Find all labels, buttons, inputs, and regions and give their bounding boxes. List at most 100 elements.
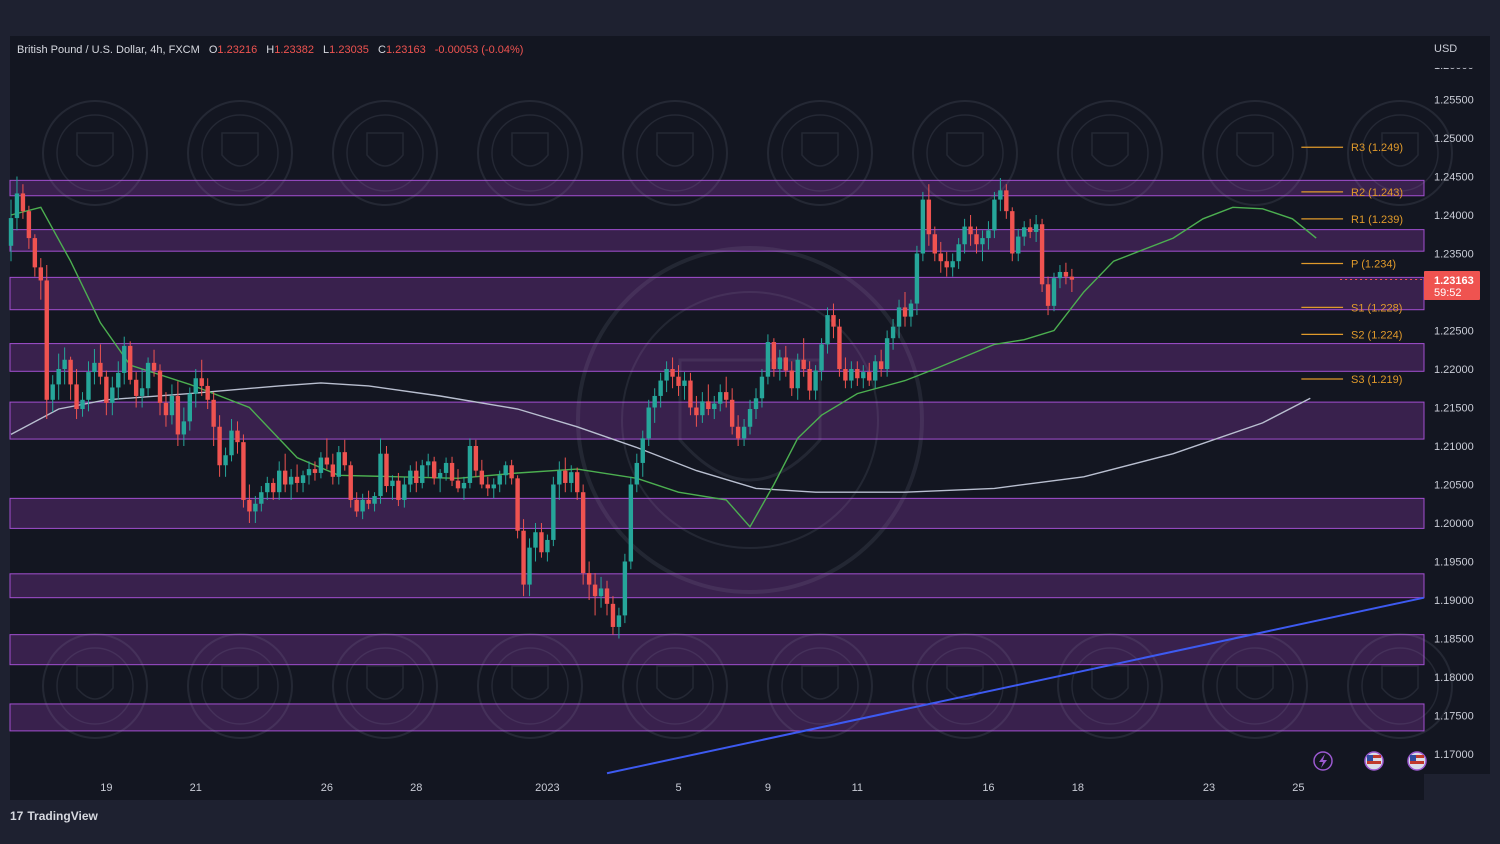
watermark-seal-icon <box>1347 633 1453 739</box>
candle <box>658 372 663 408</box>
candle <box>86 361 91 412</box>
price-tick-label: 1.20000 <box>1434 518 1474 530</box>
candle <box>92 348 97 385</box>
candle <box>265 476 270 500</box>
price-tick-label: 1.20500 <box>1434 480 1474 492</box>
candle <box>1027 218 1033 239</box>
candle <box>795 353 800 400</box>
candle <box>849 361 854 389</box>
candle <box>324 438 330 470</box>
candle <box>592 573 598 616</box>
tradingview-brand[interactable]: 17 TradingView <box>10 809 98 823</box>
close-value: 1.23163 <box>386 44 426 56</box>
candle <box>133 372 139 408</box>
candle <box>378 438 383 504</box>
price-tick-label: 1.18000 <box>1434 672 1474 684</box>
candle <box>56 353 61 400</box>
zone-band <box>9 229 1425 252</box>
uk-flag-event-icon[interactable] <box>1407 751 1427 771</box>
candle <box>932 226 937 262</box>
time-axis-background[interactable] <box>10 774 1424 800</box>
candle <box>1016 228 1021 262</box>
price-axis-background[interactable] <box>1424 36 1490 774</box>
candle <box>646 399 651 446</box>
low-value: 1.23035 <box>329 44 369 56</box>
last-price-tag[interactable]: 1.23163 59:52 <box>1424 271 1480 300</box>
candle <box>789 361 794 396</box>
candle <box>145 357 151 396</box>
zone-band <box>9 703 1425 732</box>
watermark-seal-icon <box>1202 100 1308 206</box>
candle <box>217 415 222 477</box>
candle <box>26 205 32 249</box>
candle <box>652 388 657 423</box>
us-flag-event-icon[interactable] <box>1364 751 1384 771</box>
last-price-value: 1.23163 <box>1434 275 1474 287</box>
lightning-icon[interactable] <box>1313 751 1333 771</box>
candle <box>116 361 121 400</box>
candle <box>938 241 943 273</box>
candle <box>128 341 133 385</box>
price-tick-label: 1.17000 <box>1434 749 1474 761</box>
candle <box>694 395 699 427</box>
high-label: H <box>266 44 274 56</box>
candle <box>342 439 347 471</box>
candle <box>467 438 473 489</box>
candle <box>640 430 645 477</box>
candle <box>1063 262 1069 285</box>
candle <box>473 439 479 477</box>
time-tick-label: 23 <box>1203 782 1215 794</box>
rising-trendline[interactable] <box>606 596 1425 775</box>
time-tick-label: 25 <box>1292 782 1304 794</box>
low-label: L <box>323 44 329 56</box>
candle <box>890 318 896 350</box>
candle <box>372 492 377 512</box>
watermark-seal-icon <box>1057 633 1163 739</box>
slow-moving-average <box>10 382 1311 493</box>
watermark-seal-icon <box>1347 100 1453 206</box>
candle <box>950 253 955 277</box>
zone-band <box>9 497 1425 529</box>
candle <box>533 523 538 562</box>
pivot-level: R2 (1.243) <box>1301 187 1403 199</box>
candle <box>288 469 294 500</box>
instrument-title: British Pound / U.S. Dollar, 4h, FXCM <box>17 44 200 56</box>
candle <box>8 199 14 262</box>
pivot-level: S1 (1.228) <box>1301 302 1402 314</box>
change-value: -0.00053 (-0.04%) <box>435 44 524 56</box>
candle <box>205 378 210 410</box>
watermark-seal-icon <box>332 633 438 739</box>
close-label: C <box>378 44 386 56</box>
pivot-label: R2 (1.243) <box>1351 187 1403 199</box>
candle <box>175 381 181 446</box>
candle <box>974 226 979 254</box>
candle <box>688 372 693 416</box>
candle <box>98 344 103 385</box>
candle <box>306 461 312 485</box>
pivot-label: S2 (1.224) <box>1351 329 1402 341</box>
price-tick-label: 1.18500 <box>1434 634 1474 646</box>
last-price-countdown: 59:52 <box>1434 287 1462 299</box>
candle <box>38 258 43 300</box>
watermark-seal-icon <box>622 633 728 739</box>
pivot-label: S1 (1.228) <box>1351 302 1402 314</box>
candle <box>896 299 902 339</box>
candle <box>163 392 169 427</box>
watermark-seal-icon <box>477 633 583 739</box>
candle <box>169 384 175 425</box>
candle <box>521 519 526 597</box>
candle <box>986 221 991 250</box>
candle <box>944 251 949 277</box>
candle <box>110 376 115 416</box>
legend-header: British Pound / U.S. Dollar, 4h, FXCM O1… <box>17 44 523 56</box>
candle <box>1039 218 1045 292</box>
candle <box>20 184 26 219</box>
candle <box>551 476 556 547</box>
candle <box>44 265 49 420</box>
candle <box>968 215 973 246</box>
pivot-label: R3 (1.249) <box>1351 142 1403 154</box>
watermark-seal-icon <box>187 100 293 206</box>
candle <box>1010 207 1015 262</box>
